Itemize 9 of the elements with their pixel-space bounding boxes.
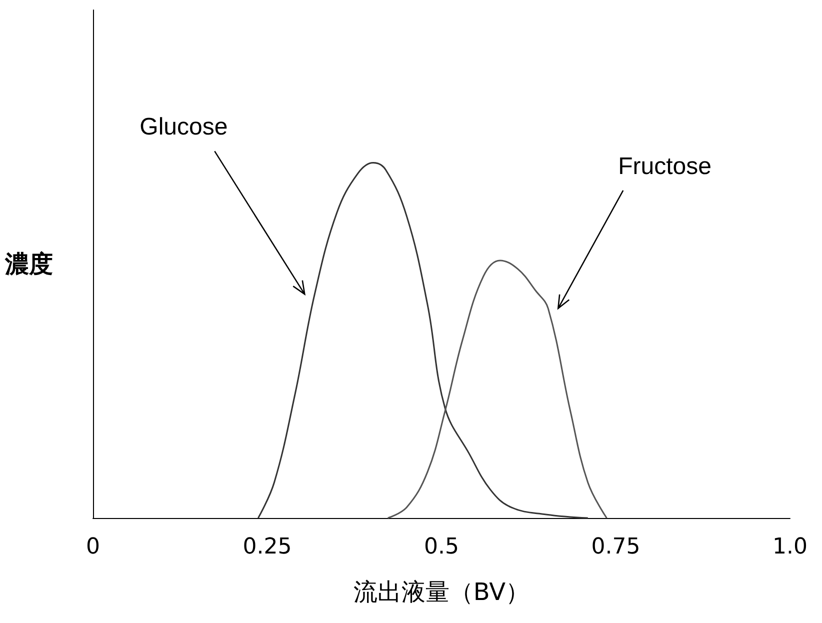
x-tick-label: 0 xyxy=(86,534,100,560)
x-axis-title: 流出液量（BV） xyxy=(353,578,530,606)
x-tick-label: 0.5 xyxy=(424,534,459,560)
text: 1.0 xyxy=(772,534,808,560)
y-axis-title: 濃度 xyxy=(4,250,53,278)
text: Glucose xyxy=(140,114,228,141)
text: Fructose xyxy=(618,152,712,180)
x-tick-label: 0.25 xyxy=(242,534,292,560)
x-tick-label: 0.75 xyxy=(591,534,640,560)
